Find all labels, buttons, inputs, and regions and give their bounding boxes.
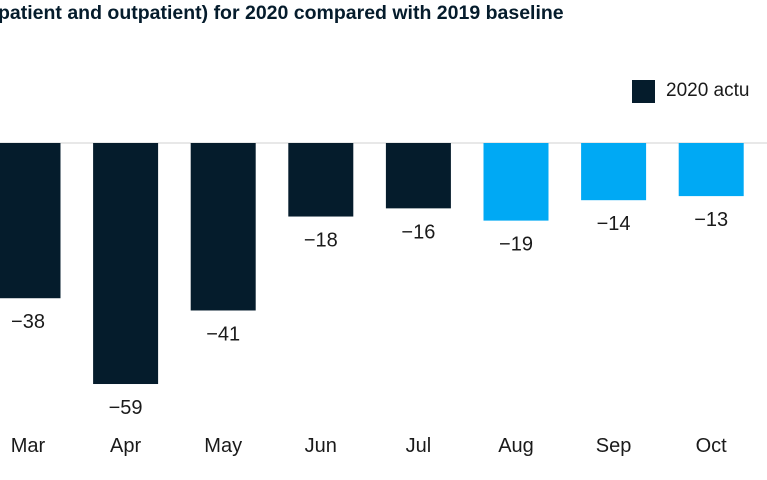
legend-swatch xyxy=(632,79,655,103)
bar-jul xyxy=(385,143,451,209)
data-label-jul: −16 xyxy=(401,221,435,243)
x-tick-may: May xyxy=(204,435,242,457)
bar-sep xyxy=(581,143,647,201)
data-label-oct: −13 xyxy=(694,209,728,231)
data-label-aug: −19 xyxy=(499,234,533,256)
chart-title: patient and outpatient) for 2020 compare… xyxy=(0,2,564,24)
x-tick-sep: Sep xyxy=(596,435,632,457)
legend-label: 2020 actu xyxy=(666,80,750,101)
bar-jun xyxy=(288,143,354,217)
x-tick-aug: Aug xyxy=(498,435,534,457)
data-label-apr: −59 xyxy=(109,397,143,419)
bar-may xyxy=(190,143,256,311)
legend: 2020 actu xyxy=(632,79,749,103)
bar-mar xyxy=(0,143,61,299)
data-label-jun: −18 xyxy=(304,230,338,252)
x-tick-apr: Apr xyxy=(110,435,141,457)
bar-apr xyxy=(93,143,159,385)
x-tick-oct: Oct xyxy=(696,435,728,457)
x-tick-mar: Mar xyxy=(11,435,46,457)
bar-oct xyxy=(678,143,744,197)
x-tick-jun: Jun xyxy=(305,435,337,457)
x-tick-jul: Jul xyxy=(406,435,432,457)
data-label-mar: −38 xyxy=(11,311,45,333)
data-label-sep: −14 xyxy=(597,213,631,235)
bar-aug xyxy=(483,143,549,221)
data-label-may: −41 xyxy=(206,323,240,345)
